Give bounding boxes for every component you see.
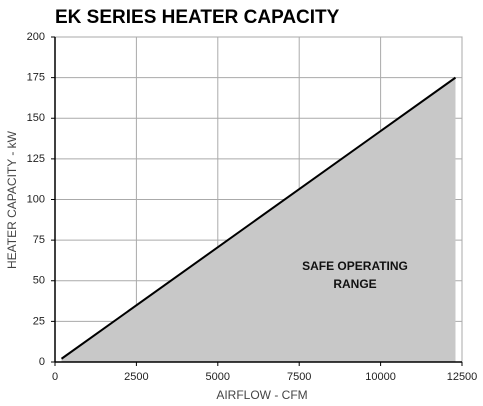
y-tick-label: 50: [33, 275, 45, 287]
x-tick-label: 10000: [365, 371, 396, 383]
x-tick-label: 7500: [287, 371, 311, 383]
annotation: RANGE: [333, 277, 376, 291]
annotation: SAFE OPERATING: [302, 259, 408, 273]
y-tick-label: 125: [27, 153, 45, 165]
y-axis-label: HEATER CAPACITY - kW: [5, 130, 19, 269]
x-tick-label: 0: [52, 371, 58, 383]
y-tick-label: 0: [39, 356, 45, 368]
x-axis-label: AIRFLOW - CFM: [216, 388, 307, 402]
y-tick-label: 150: [27, 112, 45, 124]
y-tick-label: 175: [27, 72, 45, 84]
y-tick-label: 75: [33, 234, 45, 246]
x-tick-label: 2500: [124, 371, 148, 383]
line: [60, 76, 457, 360]
y-tick-label: 200: [27, 31, 45, 43]
chart-title: EK SERIES HEATER CAPACITY: [55, 7, 340, 28]
x-tick-label: 5000: [206, 371, 230, 383]
y-tick-label: 25: [33, 315, 45, 327]
x-tick-label: 12500: [447, 371, 478, 383]
y-tick-label: 100: [27, 193, 45, 205]
